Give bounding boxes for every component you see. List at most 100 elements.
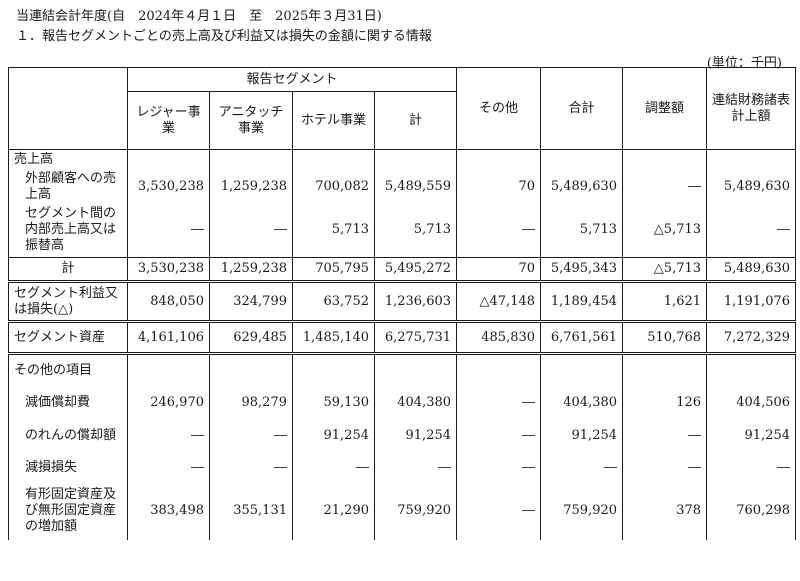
- cell-value: ―: [622, 169, 708, 204]
- cell-value: 324,799: [209, 280, 293, 322]
- cell-value: 126: [622, 387, 708, 418]
- cell-value: 5,713: [373, 203, 458, 258]
- header-hotel: ホテル事業: [292, 91, 375, 150]
- row-label: 計: [8, 257, 128, 282]
- cell-value: 5,489,630: [706, 257, 797, 282]
- cell-value: 1,621: [622, 280, 708, 322]
- cell-value: 5,489,559: [373, 169, 458, 204]
- cell-value: 7,272,329: [706, 320, 797, 354]
- cell-value: △5,713: [622, 203, 708, 258]
- row-label: セグメント資産: [8, 320, 128, 354]
- cell-value: 3,530,238: [127, 257, 210, 282]
- row-sales-label: 売上高: [8, 149, 797, 170]
- row-segment-assets: セグメント資産 4,161,106 629,485 1,485,140 6,27…: [8, 320, 797, 354]
- cell-value: 4,161,106: [127, 320, 210, 354]
- header-anitouch: アニタッチ事業: [209, 91, 293, 150]
- cell-value: 1,236,603: [373, 280, 458, 322]
- cell-value: 1,191,076: [706, 280, 797, 322]
- cell-value: ―: [127, 203, 210, 258]
- cell-value: 1,189,454: [540, 280, 624, 322]
- cell-value: 5,489,630: [540, 169, 624, 204]
- row-other-items-label: その他の項目: [8, 352, 797, 388]
- cell-value: 5,713: [540, 203, 624, 258]
- cell-value: 5,495,272: [373, 257, 458, 282]
- row-label: セグメント利益又は損失(△): [8, 280, 128, 322]
- cell-value: 759,920: [373, 481, 458, 540]
- cell-value: 91,254: [292, 417, 375, 454]
- row-label: 外部顧客への売上高: [8, 169, 128, 204]
- cell-value: ―: [456, 203, 542, 258]
- cell-value: 1,259,238: [209, 169, 293, 204]
- row-label: セグメント間の内部売上高又は振替高: [8, 203, 128, 258]
- cell-value: ―: [706, 203, 797, 258]
- header-row-1: 報告セグメント その他 合計 調整額 連結財務諸表計上額: [8, 67, 797, 150]
- segment-table: 報告セグメント その他 合計 調整額 連結財務諸表計上額 レジャー事業 アニタッ…: [8, 67, 797, 540]
- cell-value: △5,713: [622, 257, 708, 282]
- header-subtotal: 計: [373, 91, 458, 150]
- cell-value: ―: [127, 453, 210, 482]
- row-depreciation: 減価償却費 246,970 98,279 59,130 404,380 ― 40…: [8, 387, 797, 418]
- cell-value: 63,752: [292, 280, 375, 322]
- cell-value: 246,970: [127, 387, 210, 418]
- cell-value: 5,495,343: [540, 257, 624, 282]
- cell-value: 510,768: [622, 320, 708, 354]
- fiscal-period: 当連結会計年度(自 2024年４月１日 至 2025年３月31日): [16, 9, 382, 24]
- row-segment-profit: セグメント利益又は損失(△) 848,050 324,799 63,752 1,…: [8, 280, 797, 322]
- row-label: 減損損失: [8, 453, 128, 482]
- cell-value: 485,830: [456, 320, 542, 354]
- cell-value: ―: [373, 453, 458, 482]
- cell-value: ―: [622, 453, 708, 482]
- header-adjustment: 調整額: [622, 67, 708, 150]
- header-reporting-segment: 報告セグメント: [126, 67, 458, 92]
- cell-value: 629,485: [209, 320, 293, 354]
- row-label: 有形固定資産及び無形固定資産の増加額: [8, 481, 128, 540]
- cell-value: ―: [456, 453, 542, 482]
- cell-value: ―: [209, 203, 293, 258]
- row-label: のれんの償却額: [8, 417, 128, 454]
- cell-value: 21,290: [292, 481, 375, 540]
- cell-value: ―: [209, 417, 293, 454]
- section-heading: １．報告セグメントごとの売上高及び利益又は損失の金額に関する情報: [16, 29, 432, 44]
- row-external-sales: 外部顧客への売上高 3,530,238 1,259,238 700,082 5,…: [8, 169, 797, 204]
- cell-value: 848,050: [127, 280, 210, 322]
- header-consolidated: 連結財務諸表計上額: [706, 67, 797, 150]
- header-total: 合計: [540, 67, 624, 150]
- cell-value: 70: [456, 169, 542, 204]
- cell-value: ―: [622, 417, 708, 454]
- cell-value: 6,761,561: [540, 320, 624, 354]
- cell-value: △47,148: [456, 280, 542, 322]
- row-intersegment-sales: セグメント間の内部売上高又は振替高 ― ― 5,713 5,713 ― 5,71…: [8, 203, 797, 258]
- cell-value: ―: [127, 417, 210, 454]
- cell-value: 91,254: [706, 417, 797, 454]
- header-row-2: レジャー事業 アニタッチ事業 ホテル事業 計: [9, 91, 796, 150]
- cell-value: ―: [456, 481, 542, 540]
- header-other: その他: [456, 67, 542, 150]
- row-capex: 有形固定資産及び無形固定資産の増加額 383,498 355,131 21,29…: [8, 481, 797, 540]
- cell-value: 59,130: [292, 387, 375, 418]
- row-label: その他の項目: [8, 352, 128, 388]
- cell-value: 378: [622, 481, 708, 540]
- cell-value: ―: [456, 417, 542, 454]
- cell-value: 3,530,238: [127, 169, 210, 204]
- cell-value: 760,298: [706, 481, 797, 540]
- row-label: 売上高: [8, 149, 128, 170]
- cell-value: 705,795: [292, 257, 375, 282]
- row-impairment-loss: 減損損失 ― ― ― ― ― ― ― ―: [8, 453, 797, 482]
- cell-value: 5,489,630: [706, 169, 797, 204]
- cell-value: 1,485,140: [292, 320, 375, 354]
- row-label: 減価償却費: [8, 387, 128, 418]
- cell-value: 6,275,731: [373, 320, 458, 354]
- cell-value: 91,254: [540, 417, 624, 454]
- cell-value: 91,254: [373, 417, 458, 454]
- cell-value: 5,713: [292, 203, 375, 258]
- cell-value: 404,380: [373, 387, 458, 418]
- header-leisure: レジャー事業: [127, 91, 210, 150]
- cell-value: 383,498: [127, 481, 210, 540]
- cell-value: ―: [540, 453, 624, 482]
- cell-value: 98,279: [209, 387, 293, 418]
- cell-value: 404,506: [706, 387, 797, 418]
- cell-value: ―: [292, 453, 375, 482]
- header-corner: [8, 67, 128, 150]
- row-total: 計 3,530,238 1,259,238 705,795 5,495,272 …: [8, 257, 797, 282]
- cell-value: 759,920: [540, 481, 624, 540]
